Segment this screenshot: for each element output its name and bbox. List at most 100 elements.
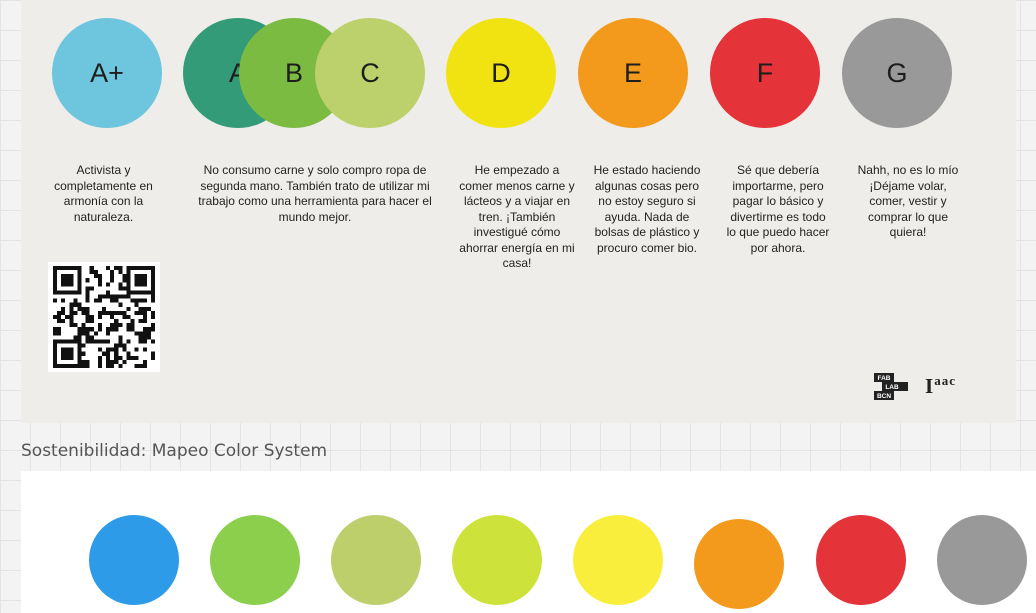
qr-module [73,363,78,368]
qr-module [77,282,82,287]
qr-module [69,351,74,356]
qr-module [122,343,127,348]
qr-module [138,363,143,368]
qr-module [85,306,90,311]
rating-label: E [623,57,642,88]
qr-module [138,339,143,344]
qr-module [57,331,62,336]
qr-module [53,359,58,364]
qr-module [69,302,74,307]
qr-module [65,339,70,344]
qr-module [130,266,135,271]
qr-module [142,331,147,336]
qr-module [81,306,86,311]
qr-module [138,335,143,340]
qr-module [97,355,102,360]
qr-module [126,282,131,287]
qr-module [110,278,115,283]
qr-module [138,298,143,303]
qr-module [142,319,147,324]
qr-module [61,290,66,295]
qr-module [77,270,82,275]
qr-module [97,282,102,287]
rating-label: D [491,57,511,88]
qr-module [150,314,155,320]
qr-module [150,298,155,303]
color-swatch [816,515,906,605]
qr-module [77,339,82,344]
qr-module [114,355,119,360]
qr-module [126,323,131,328]
qr-module [146,327,151,332]
qr-module [53,290,58,295]
qr-module [89,286,94,291]
qr-module [65,363,70,368]
qr-module [122,347,127,352]
qr-module [118,302,123,307]
qr-module [126,278,131,283]
qr-module [69,347,74,352]
qr-module [73,339,78,344]
qr-module [73,266,78,271]
qr-module [150,274,155,279]
qr-module [142,347,147,352]
qr-module [118,339,123,344]
qr-module [69,319,74,324]
rating-description-a-plus: Activista y completamente en armonía con… [54,163,153,224]
qr-module [106,347,111,352]
qr-module [97,327,102,332]
qr-module [53,314,58,320]
qr-module [61,339,66,344]
qr-module [85,331,90,336]
qr-code-graphic [53,266,155,368]
qr-module [110,347,115,352]
qr-module [89,327,94,332]
qr-module [142,298,147,303]
qr-module [134,298,139,303]
rating-description-d: He empezado a comer menos carne y lácteo… [459,163,575,270]
qr-module [106,266,111,271]
qr-module [53,343,58,348]
qr-module [114,294,119,299]
qr-module [126,266,131,271]
qr-module [69,290,74,295]
frame-title[interactable]: Sostenibilidad: Mapeo Color System [21,441,328,461]
qr-module [142,266,147,271]
rating-circle-e: E [578,18,688,128]
qr-module [146,266,151,271]
qr-module [150,286,155,291]
qr-module [146,290,151,295]
qr-module [134,363,139,368]
qr-module [150,266,155,271]
qr-module [93,298,98,303]
qr-module [81,351,86,356]
qr-module [77,355,82,360]
color-swatch [89,515,179,605]
qr-module [69,323,74,328]
qr-module [53,266,58,271]
qr-module [114,323,119,328]
qr-module [69,339,74,344]
qr-module [138,306,143,311]
qr-module [73,298,78,303]
qr-module [73,310,78,315]
qr-module [134,310,139,315]
rating-description-g: Nahh, no es lo mío ¡Déjame volar, comer,… [857,163,959,239]
qr-module [130,323,135,328]
qr-module [61,355,66,360]
qr-module [89,270,94,275]
qr-module [85,327,90,332]
qr-module [122,310,127,315]
qr-module [85,298,90,303]
qr-module [106,359,111,364]
rating-label: B [284,57,303,88]
qr-module [134,347,139,352]
color-palette-frame[interactable] [21,471,1036,613]
qr-module [69,278,74,283]
qr-module [110,310,115,315]
sustainability-board[interactable]: A+ A B C D E F G Activista y completamen… [21,0,1016,423]
qr-module [85,335,90,340]
qr-module [97,298,102,303]
qr-module [142,310,147,315]
qr-module [97,294,102,299]
